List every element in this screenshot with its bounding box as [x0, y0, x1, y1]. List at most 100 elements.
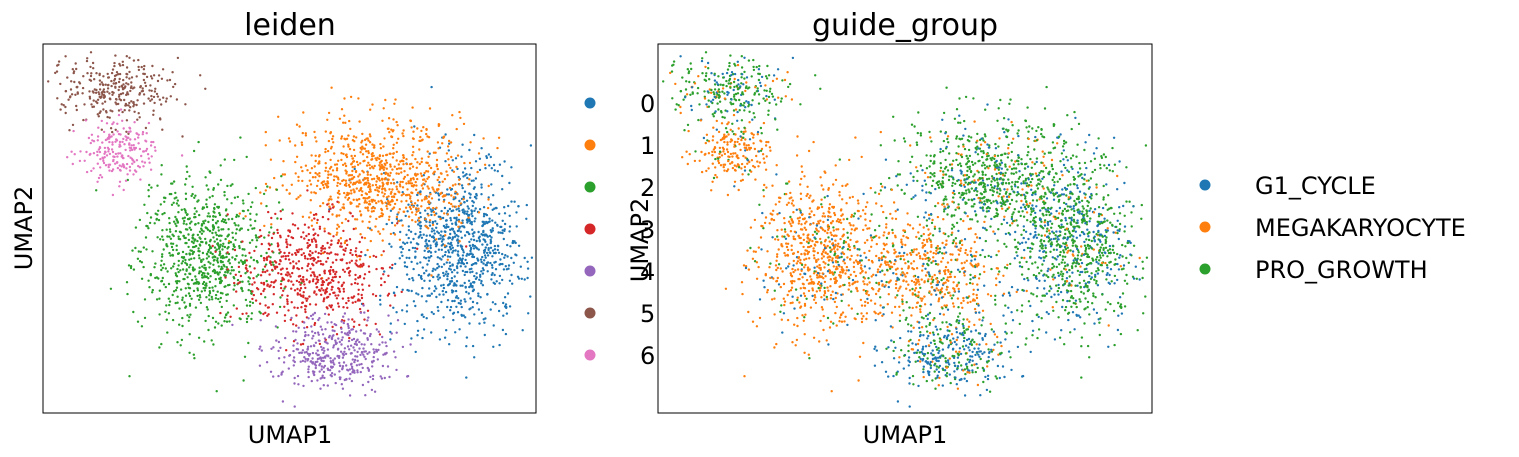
scatter-point	[483, 239, 486, 242]
scatter-point	[446, 188, 449, 191]
scatter-point	[405, 158, 408, 161]
scatter-point	[979, 206, 982, 209]
scatter-point	[180, 154, 184, 157]
scatter-point	[265, 361, 269, 364]
scatter-point	[205, 203, 208, 206]
scatter-point	[1083, 219, 1087, 223]
scatter-point	[219, 296, 222, 300]
scatter-point	[310, 238, 314, 241]
scatter-point	[137, 136, 140, 139]
scatter-point	[331, 359, 335, 362]
scatter-point	[94, 100, 98, 103]
scatter-point	[314, 232, 317, 235]
scatter-point	[161, 229, 164, 232]
scatter-point	[279, 217, 283, 221]
scatter-point	[1088, 209, 1091, 212]
scatter-point	[314, 159, 317, 163]
scatter-point	[126, 93, 130, 96]
scatter-point	[360, 193, 363, 197]
scatter-point	[425, 234, 428, 237]
scatter-point	[111, 193, 115, 197]
scatter-point	[454, 331, 457, 334]
scatter-point	[118, 140, 122, 144]
scatter-point	[371, 293, 375, 296]
scatter-point	[179, 288, 183, 291]
scatter-point	[351, 371, 354, 374]
scatter-point	[1079, 174, 1082, 177]
scatter-point	[197, 249, 200, 253]
scatter-point	[313, 331, 317, 335]
scatter-point	[89, 74, 93, 78]
scatter-point	[148, 161, 151, 164]
scatter-point	[395, 167, 399, 171]
scatter-point	[1045, 235, 1049, 239]
scatter-point	[385, 161, 389, 164]
scatter-point	[1078, 273, 1081, 277]
scatter-point	[281, 173, 285, 176]
scatter-point	[436, 306, 439, 309]
scatter-point	[271, 250, 274, 253]
scatter-point	[161, 68, 165, 71]
scatter-point	[226, 251, 229, 254]
scatter-point	[441, 180, 444, 183]
scatter-point	[1037, 174, 1041, 177]
scatter-point	[337, 159, 340, 162]
scatter-point	[240, 287, 243, 291]
scatter-point	[208, 298, 211, 301]
scatter-point	[154, 276, 157, 280]
scatter-point	[205, 275, 208, 278]
scatter-point	[406, 173, 409, 177]
scatter-point	[329, 173, 333, 176]
scatter-point	[405, 162, 409, 166]
scatter-point	[338, 361, 341, 365]
scatter-point	[247, 228, 250, 232]
scatter-point	[510, 200, 513, 203]
scatter-point	[480, 282, 483, 285]
scatter-point	[460, 258, 464, 261]
scatter-point	[1090, 276, 1094, 279]
scatter-point	[277, 374, 280, 378]
scatter-point	[331, 213, 334, 216]
scatter-point	[1076, 171, 1080, 174]
scatter-point	[208, 294, 211, 297]
scatter-point	[281, 276, 284, 280]
scatter-point	[415, 292, 418, 295]
scatter-point	[462, 195, 465, 198]
scatter-point	[981, 155, 984, 159]
scatter-point	[426, 185, 429, 188]
scatter-point	[1038, 249, 1041, 252]
scatter-point	[239, 136, 242, 139]
scatter-point	[122, 156, 125, 160]
scatter-point	[108, 152, 112, 156]
scatter-point	[157, 218, 161, 222]
scatter-point	[326, 384, 329, 387]
scatter-point	[340, 338, 343, 342]
scatter-point	[89, 51, 93, 54]
scatter-point	[345, 377, 348, 381]
scatter-point	[1103, 234, 1107, 238]
scatter-point	[341, 352, 344, 355]
scatter-point	[182, 222, 185, 225]
scatter-point	[317, 353, 320, 357]
scatter-point	[453, 282, 456, 285]
scatter-point	[471, 270, 474, 273]
scatter-point	[450, 187, 454, 191]
scatter-point	[491, 219, 494, 222]
scatter-point	[306, 352, 310, 355]
scatter-point	[374, 255, 378, 259]
scatter-point	[408, 277, 411, 281]
scatter-point	[409, 182, 412, 185]
scatter-point	[214, 285, 217, 288]
scatter-point	[117, 152, 120, 155]
scatter-point	[1063, 245, 1067, 249]
scatter-point	[487, 247, 490, 250]
scatter-point	[372, 355, 375, 359]
scatter-point	[251, 297, 254, 301]
scatter-point	[495, 280, 498, 283]
scatter-point	[1055, 244, 1059, 247]
scatter-point	[220, 220, 224, 223]
scatter-point	[188, 304, 192, 307]
scatter-point	[487, 184, 490, 188]
scatter-point	[297, 326, 300, 329]
scatter-point	[207, 248, 211, 252]
